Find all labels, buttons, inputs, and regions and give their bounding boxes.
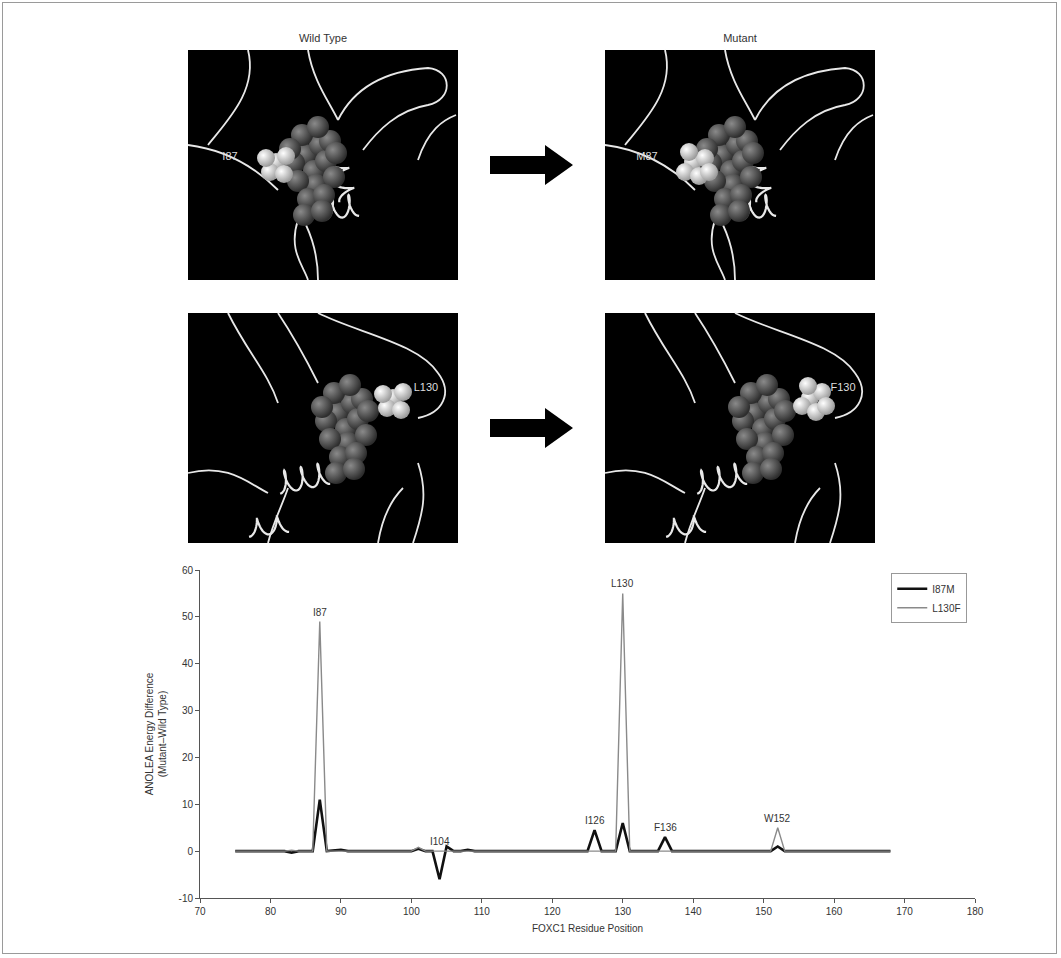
svg-text:I87: I87 [313,607,327,618]
svg-text:50: 50 [182,611,194,622]
svg-text:F136: F136 [654,822,677,833]
svg-text:100: 100 [403,906,420,917]
svg-text:40: 40 [182,658,194,669]
svg-text:80: 80 [265,906,277,917]
svg-text:L130: L130 [611,578,634,589]
svg-text:90: 90 [335,906,347,917]
svg-text:120: 120 [544,906,561,917]
svg-text:30: 30 [182,705,194,716]
svg-text:130: 130 [614,906,631,917]
svg-text:20: 20 [182,752,194,763]
svg-text:110: 110 [474,906,490,917]
svg-text:I126: I126 [585,815,605,826]
svg-text:140: 140 [685,906,702,917]
svg-text:I87: I87 [222,150,237,162]
svg-text:0: 0 [187,846,193,857]
svg-text:Wild Type: Wild Type [299,32,347,44]
svg-text:I87M: I87M [932,584,954,595]
svg-text:Mutant: Mutant [723,32,757,44]
svg-text:I104: I104 [430,836,450,847]
svg-text:180: 180 [967,906,984,917]
svg-text:150: 150 [755,906,772,917]
svg-text:10: 10 [182,799,194,810]
svg-text:70: 70 [194,906,206,917]
svg-text:W152: W152 [764,813,791,824]
svg-text:60: 60 [182,565,194,576]
svg-text:M87: M87 [636,150,657,162]
svg-text:L130F: L130F [932,603,960,614]
svg-text:F130: F130 [830,381,855,393]
svg-text:160: 160 [826,906,843,917]
svg-text:L130: L130 [414,381,438,393]
svg-text:ANOLEA Energy Difference(Mutan: ANOLEA Energy Difference(Mutant–Wild Typ… [144,672,168,795]
svg-text:FOXC1 Residue Position: FOXC1 Residue Position [532,923,643,934]
svg-text:170: 170 [896,906,913,917]
svg-text:-10: -10 [179,893,194,904]
